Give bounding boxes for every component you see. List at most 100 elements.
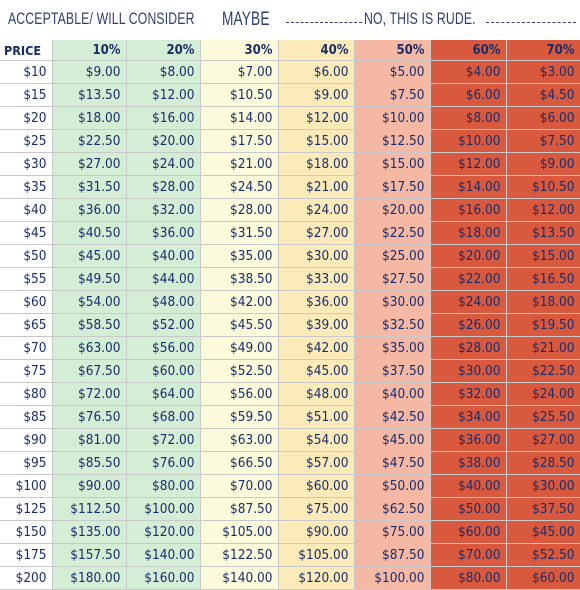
discount-price-cell: $100.00 (354, 566, 431, 590)
discount-price-cell: $45.00 (354, 428, 431, 452)
discount-price-cell: $66.50 (200, 451, 279, 475)
discount-price-cell: $10.50 (200, 83, 279, 107)
discount-price-cell: $30.00 (506, 474, 580, 498)
discount-price-cell: $105.00 (200, 520, 279, 544)
discount-price-cell: $49.00 (200, 336, 279, 360)
discount-price-cell: $3.00 (506, 60, 580, 84)
price-cell: $65 (0, 313, 53, 337)
price-cell: $55 (0, 267, 53, 291)
discount-price-cell: $180.00 (52, 566, 127, 590)
discount-price-cell: $52.00 (126, 313, 201, 337)
column-header-discount: 70% (506, 40, 580, 61)
discount-price-cell: $135.00 (52, 520, 127, 544)
discount-price-cell: $48.00 (126, 290, 201, 314)
discount-price-cell: $122.50 (200, 543, 279, 567)
discount-price-cell: $7.00 (200, 60, 279, 84)
table-row: $45 $40.50 $36.00 $31.50 $27.00 $22.50 $18.00 $… (0, 221, 580, 245)
discount-price-cell: $12.50 (354, 129, 431, 153)
discount-price-cell: $50.00 (354, 474, 431, 498)
discount-price-cell: $26.00 (430, 313, 507, 337)
price-cell: $100 (0, 474, 53, 498)
discount-price-cell: $105.00 (278, 543, 355, 567)
discount-price-cell: $63.00 (200, 428, 279, 452)
table-row: $20 $18.00 $16.00 $14.00 $12.00 $10.00 $8.00 $6… (0, 106, 580, 130)
discount-price-cell: $51.00 (278, 405, 355, 429)
discount-price-cell: $22.00 (430, 267, 507, 291)
dashed-line-right (486, 22, 576, 23)
discount-price-cell: $25.00 (354, 244, 431, 268)
price-cell: $50 (0, 244, 53, 268)
discount-price-cell: $30.00 (430, 359, 507, 383)
discount-price-cell: $18.00 (52, 106, 127, 130)
column-header-discount: 10% (52, 40, 127, 61)
discount-price-cell: $27.00 (278, 221, 355, 245)
discount-price-cell: $64.00 (126, 382, 201, 406)
discount-price-cell: $40.00 (430, 474, 507, 498)
discount-price-cell: $28.00 (200, 198, 279, 222)
discount-price-cell: $12.00 (278, 106, 355, 130)
discount-price-cell: $63.00 (52, 336, 127, 360)
discount-price-cell: $15.00 (506, 244, 580, 268)
discount-price-cell: $57.00 (278, 451, 355, 475)
discount-price-cell: $12.00 (506, 198, 580, 222)
discount-price-cell: $31.50 (52, 175, 127, 199)
discount-price-cell: $12.00 (430, 152, 507, 176)
discount-price-cell: $75.00 (354, 520, 431, 544)
table-row: $40 $36.00 $32.00 $28.00 $24.00 $20.00 $16.00 $… (0, 198, 580, 222)
discount-price-cell: $15.00 (278, 129, 355, 153)
discount-price-cell: $31.50 (200, 221, 279, 245)
discount-price-cell: $160.00 (126, 566, 201, 590)
discount-price-cell: $21.00 (200, 152, 279, 176)
price-cell: $45 (0, 221, 53, 245)
discount-price-cell: $76.00 (126, 451, 201, 475)
discount-price-cell: $10.00 (354, 106, 431, 130)
table-row: $65 $58.50 $52.00 $45.50 $39.00 $32.50 $26.00 $… (0, 313, 580, 337)
discount-price-cell: $45.00 (278, 359, 355, 383)
discount-price-cell: $56.00 (200, 382, 279, 406)
discount-price-cell: $20.00 (126, 129, 201, 153)
discount-price-cell: $52.50 (200, 359, 279, 383)
column-header-discount: 50% (354, 40, 431, 61)
discount-price-cell: $30.00 (354, 290, 431, 314)
discount-price-cell: $140.00 (200, 566, 279, 590)
discount-price-cell: $39.00 (278, 313, 355, 337)
price-cell: $85 (0, 405, 53, 429)
table-row: $35 $31.50 $28.00 $24.50 $21.00 $17.50 $14.00 $… (0, 175, 580, 199)
discount-price-cell: $112.50 (52, 497, 127, 521)
table-row: $100 $90.00 $80.00 $70.00 $60.00 $50.00 $40.00… (0, 474, 580, 498)
discount-price-cell: $38.00 (430, 451, 507, 475)
discount-price-cell: $80.00 (126, 474, 201, 498)
price-cell: $25 (0, 129, 53, 153)
table-row: $90 $81.00 $72.00 $63.00 $54.00 $45.00 $36.00 $… (0, 428, 580, 452)
discount-price-cell: $7.50 (506, 129, 580, 153)
price-cell: $30 (0, 152, 53, 176)
discount-price-cell: $54.00 (278, 428, 355, 452)
discount-price-cell: $72.00 (52, 382, 127, 406)
discount-price-cell: $120.00 (278, 566, 355, 590)
discount-price-cell: $24.50 (200, 175, 279, 199)
discount-price-cell: $120.00 (126, 520, 201, 544)
maybe-label: MAYBE (222, 9, 270, 30)
discount-price-cell: $21.00 (278, 175, 355, 199)
table-row: $75 $67.50 $60.00 $52.50 $45.00 $37.50 $30.00 $… (0, 359, 580, 383)
discount-price-cell: $72.00 (126, 428, 201, 452)
discount-price-cell: $22.50 (354, 221, 431, 245)
discount-price-cell: $14.00 (200, 106, 279, 130)
table-row: $95 $85.50 $76.00 $66.50 $57.00 $47.50 $38.00 $… (0, 451, 580, 475)
discount-price-cell: $40.00 (354, 382, 431, 406)
discount-price-cell: $20.00 (354, 198, 431, 222)
category-header: ACCEPTABLE/ WILL CONSIDER MAYBE NO, THIS… (0, 0, 580, 40)
discount-price-cell: $52.50 (506, 543, 580, 567)
discount-price-cell: $42.00 (278, 336, 355, 360)
discount-price-cell: $32.50 (354, 313, 431, 337)
table-header-row: PRICE 10% 20% 30% 40% 50% 60% 70% (0, 40, 580, 61)
discount-price-cell: $42.50 (354, 405, 431, 429)
column-header-discount: 20% (126, 40, 201, 61)
discount-price-cell: $24.00 (430, 290, 507, 314)
discount-price-cell: $60.00 (278, 474, 355, 498)
table-row: $25 $22.50 $20.00 $17.50 $15.00 $12.50 $10.00 $… (0, 129, 580, 153)
discount-price-cell: $10.50 (506, 175, 580, 199)
discount-price-cell: $70.00 (200, 474, 279, 498)
table-row: $85 $76.50 $68.00 $59.50 $51.00 $42.50 $34.00 $… (0, 405, 580, 429)
discount-price-cell: $36.00 (52, 198, 127, 222)
